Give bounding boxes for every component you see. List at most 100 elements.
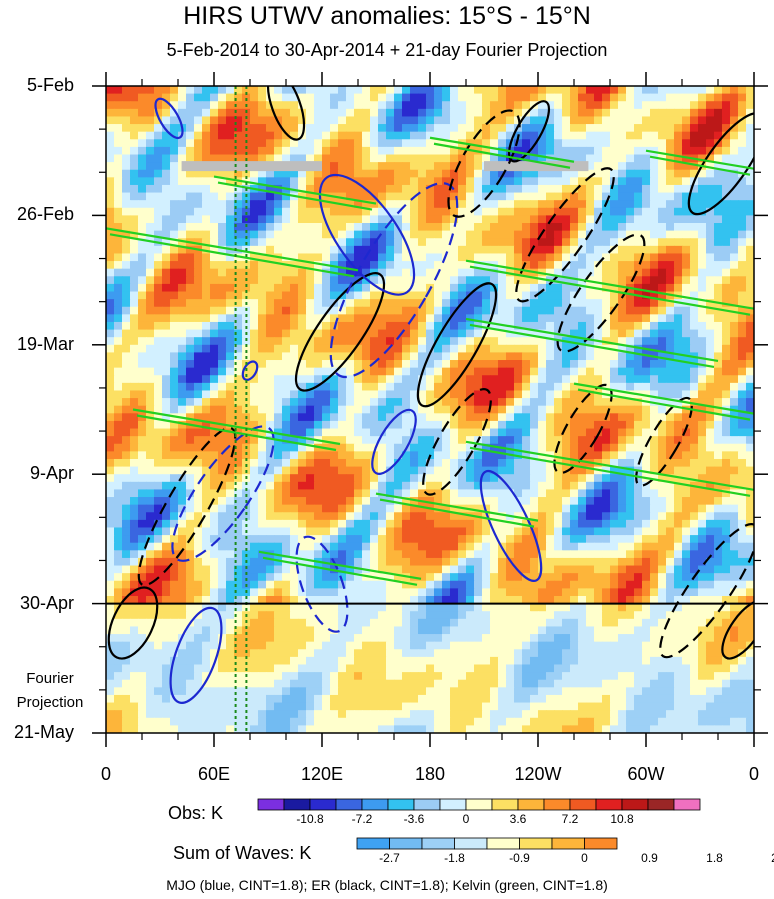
waves-colorbar-swatch xyxy=(454,837,488,850)
waves-colorbar-tick-label: 0.9 xyxy=(641,851,658,865)
contour-ellipse xyxy=(295,535,349,633)
contour-ellipse xyxy=(553,383,613,475)
x-tick-label: 0 xyxy=(100,764,111,784)
kelvin-contour xyxy=(258,550,422,580)
x-tick-label: 0 xyxy=(748,764,759,784)
waves-colorbar-tick-label: -1.8 xyxy=(444,851,465,865)
contour-ellipse xyxy=(241,360,259,381)
contour-legend-footer: MJO (blue, CINT=1.8); ER (black, CINT=1.… xyxy=(166,877,608,893)
obs-colorbar-swatch xyxy=(387,798,415,811)
y-tick-label: 26-Feb xyxy=(16,204,74,225)
obs-colorbar-swatch xyxy=(491,798,519,811)
missing-data-bar xyxy=(484,161,589,172)
obs-colorbar-swatch xyxy=(257,798,285,811)
contour-ellipse xyxy=(659,523,754,659)
waves-colorbar-swatch xyxy=(519,837,553,850)
obs-colorbar-swatch xyxy=(595,798,623,811)
contour-ellipse xyxy=(329,182,459,379)
obs-colorbar-tick-label: 0 xyxy=(462,812,470,826)
kelvin-contour xyxy=(379,498,535,528)
waves-colorbar-swatch xyxy=(584,837,618,850)
obs-colorbar-swatch xyxy=(439,798,467,811)
kelvin-contour xyxy=(109,233,355,278)
kelvin-contour xyxy=(469,265,751,316)
y-tick-label: 9-Apr xyxy=(29,463,74,484)
y-tick-label: 21-May xyxy=(13,722,74,742)
contour-ellipse xyxy=(107,586,159,660)
kelvin-contour xyxy=(649,155,751,176)
kelvin-contour xyxy=(469,446,751,497)
waves-colorbar-swatch xyxy=(389,837,423,850)
obs-colorbar-swatch xyxy=(621,798,649,811)
obs-colorbar-tick-label: -3.6 xyxy=(403,812,425,826)
y-tick-label: 30-Apr xyxy=(19,592,74,613)
waves-colorbar-swatch xyxy=(356,837,390,850)
obs-colorbar-tick-label: 3.6 xyxy=(509,812,527,826)
kelvin-contour xyxy=(262,556,418,586)
wave-contours xyxy=(106,86,754,704)
projection-label-1: Fourier xyxy=(26,670,74,687)
kelvin-contour xyxy=(429,136,575,163)
kelvin-contour xyxy=(217,181,373,211)
waves-colorbar-tick-label: 0 xyxy=(581,851,588,865)
obs-colorbar-swatch xyxy=(647,798,675,811)
y-tick-label: 5-Feb xyxy=(26,75,74,95)
obs-colorbar-tick-label: -7.2 xyxy=(351,812,373,826)
obs-colorbar-swatch xyxy=(309,798,337,811)
contour-ellipse xyxy=(635,396,693,487)
kelvin-contour xyxy=(465,440,754,491)
kelvin-contour xyxy=(433,142,571,169)
contour-ellipse xyxy=(169,606,223,704)
contour-ellipse xyxy=(416,282,498,408)
waves-colorbar-swatch xyxy=(486,837,520,850)
x-tick-label: 120E xyxy=(300,764,344,784)
x-tick-label: 60E xyxy=(197,764,231,784)
contour-ellipse xyxy=(266,86,306,141)
waves-colorbar-tick-label: 1.8 xyxy=(706,851,723,865)
chart-subtitle: 5-Feb-2014 to 30-Apr-2014 + 21-day Fouri… xyxy=(166,40,608,60)
waves-colorbar-swatch xyxy=(421,837,455,850)
obs-colorbar-tick-label: 10.8 xyxy=(610,812,634,826)
obs-colorbar-tick-label: -10.8 xyxy=(296,812,324,826)
contour-ellipse xyxy=(721,599,754,660)
x-tick-label: 60W xyxy=(627,764,665,784)
obs-colorbar-swatch xyxy=(335,798,363,811)
kelvin-contour xyxy=(465,317,719,363)
kelvin-contour xyxy=(469,323,715,369)
kelvin-contour xyxy=(375,492,539,522)
kelvin-contour xyxy=(573,382,754,415)
waves-colorbar-tick-label: -0.9 xyxy=(509,851,530,865)
kelvin-contour xyxy=(213,175,377,205)
kelvin-contour xyxy=(645,149,754,170)
waves-colorbar-tick-label: 2.7 xyxy=(760,851,774,865)
obs-colorbar-tick-label: 7.2 xyxy=(561,812,579,826)
y-tick-label: 19-Mar xyxy=(16,333,74,354)
obs-colorbar-swatch xyxy=(569,798,597,811)
contour-ellipse xyxy=(515,167,615,303)
obs-colorbar-swatch xyxy=(413,798,441,811)
obs-colorbar-swatch xyxy=(517,798,545,811)
projection-label-2: Projection xyxy=(16,694,84,711)
waves-colorbar-tick-label: -2.7 xyxy=(379,851,400,865)
contour-ellipse xyxy=(137,426,237,587)
obs-colorbar-label: Obs: K xyxy=(168,803,224,823)
waves-colorbar-swatch xyxy=(551,837,585,850)
contour-ellipse xyxy=(371,408,417,475)
contour-ellipse xyxy=(318,173,416,296)
kelvin-contour xyxy=(106,227,359,272)
obs-colorbar-swatch xyxy=(543,798,571,811)
obs-colorbar-swatch xyxy=(465,798,493,811)
contour-ellipse xyxy=(507,100,551,163)
contour-ellipse xyxy=(447,109,521,218)
contour-ellipse xyxy=(687,112,754,216)
anomaly-field xyxy=(106,86,754,733)
x-tick-label: 180 xyxy=(414,764,446,784)
kelvin-contour xyxy=(132,408,341,446)
kelvin-contour xyxy=(136,414,337,452)
missing-data-bar xyxy=(181,161,322,172)
kelvin-contour xyxy=(577,388,751,421)
contour-ellipse xyxy=(422,388,492,496)
contour-ellipse xyxy=(171,425,275,562)
kelvin-contour xyxy=(465,259,754,310)
